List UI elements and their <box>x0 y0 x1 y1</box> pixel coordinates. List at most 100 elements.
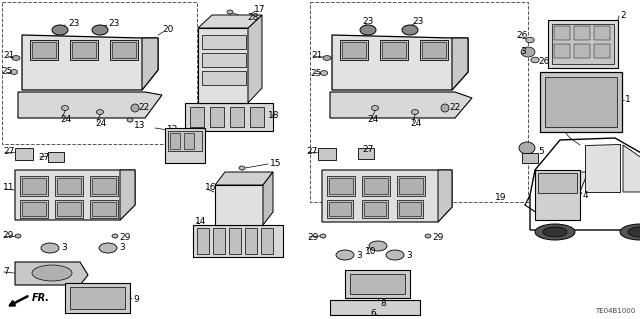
Text: 23: 23 <box>412 18 424 26</box>
Bar <box>170 133 180 149</box>
Text: 11: 11 <box>3 183 15 192</box>
Polygon shape <box>330 92 472 118</box>
Bar <box>32 42 56 58</box>
Bar <box>112 42 136 58</box>
Polygon shape <box>438 170 452 222</box>
Bar <box>185 103 273 131</box>
Bar <box>310 2 528 202</box>
Bar <box>70 287 125 309</box>
Bar <box>329 202 351 216</box>
Bar <box>422 42 446 58</box>
Bar <box>397 200 423 218</box>
Bar <box>15 148 33 160</box>
Text: 17: 17 <box>254 5 266 14</box>
Bar <box>540 72 622 132</box>
Bar <box>48 152 64 162</box>
Ellipse shape <box>425 234 431 238</box>
Bar <box>545 77 617 127</box>
Bar <box>72 42 96 58</box>
Bar <box>230 107 244 127</box>
Text: 3: 3 <box>356 250 362 259</box>
Bar <box>229 228 241 254</box>
Ellipse shape <box>97 110 104 115</box>
Bar <box>2 2 197 144</box>
Ellipse shape <box>412 110 419 115</box>
Polygon shape <box>15 170 135 220</box>
Text: 24: 24 <box>367 115 378 124</box>
Text: 21: 21 <box>3 50 14 60</box>
Text: 1: 1 <box>625 95 631 105</box>
Text: 26: 26 <box>538 57 549 66</box>
Text: 25: 25 <box>310 69 321 78</box>
Bar <box>92 202 116 216</box>
Bar <box>420 40 448 60</box>
Bar <box>364 202 386 216</box>
Ellipse shape <box>628 227 640 237</box>
Polygon shape <box>215 172 273 185</box>
Polygon shape <box>198 15 262 28</box>
Bar <box>55 176 83 196</box>
Bar <box>397 176 425 196</box>
Text: 21: 21 <box>311 50 323 60</box>
Bar <box>340 40 368 60</box>
Bar <box>55 200 83 218</box>
Text: 24: 24 <box>410 120 421 129</box>
Text: 22: 22 <box>449 103 460 113</box>
Bar <box>57 202 81 216</box>
Text: 3: 3 <box>119 243 125 253</box>
Text: 5: 5 <box>538 146 544 155</box>
Bar <box>193 225 283 257</box>
Text: 16: 16 <box>205 183 216 192</box>
Text: 8: 8 <box>380 300 386 308</box>
Ellipse shape <box>386 250 404 260</box>
Text: 27: 27 <box>306 146 317 155</box>
Polygon shape <box>15 262 88 285</box>
Text: 14: 14 <box>195 218 206 226</box>
Bar <box>345 270 410 298</box>
Bar <box>202 53 246 67</box>
Text: 23: 23 <box>108 19 120 28</box>
Ellipse shape <box>131 104 139 112</box>
Bar <box>522 153 538 163</box>
Bar <box>198 28 248 103</box>
Ellipse shape <box>227 10 233 14</box>
Text: 25: 25 <box>1 68 12 77</box>
Ellipse shape <box>323 56 331 60</box>
Bar <box>261 228 273 254</box>
Bar <box>165 128 205 163</box>
Bar <box>327 176 355 196</box>
Bar <box>202 35 246 49</box>
Bar <box>22 178 46 194</box>
Text: 22: 22 <box>138 103 149 113</box>
Ellipse shape <box>92 25 108 35</box>
Bar <box>215 185 263 225</box>
Text: 29: 29 <box>2 232 13 241</box>
Bar <box>197 228 209 254</box>
Bar <box>90 176 118 196</box>
Bar <box>92 178 116 194</box>
Bar <box>350 274 405 294</box>
Bar <box>538 173 577 193</box>
Text: 15: 15 <box>270 159 282 167</box>
Bar <box>330 300 420 315</box>
Ellipse shape <box>369 241 387 251</box>
Bar <box>210 107 224 127</box>
Bar <box>20 200 48 218</box>
Bar <box>213 228 225 254</box>
Text: 7: 7 <box>3 268 9 277</box>
Bar <box>399 202 421 216</box>
Polygon shape <box>623 145 640 192</box>
Polygon shape <box>18 92 162 118</box>
Ellipse shape <box>371 106 379 110</box>
Ellipse shape <box>99 243 117 253</box>
Bar <box>364 178 388 194</box>
Text: 27: 27 <box>362 145 373 153</box>
Bar <box>110 40 138 60</box>
Bar <box>250 107 264 127</box>
Polygon shape <box>585 144 620 192</box>
Text: 29: 29 <box>119 233 131 241</box>
Text: 23: 23 <box>362 18 373 26</box>
Ellipse shape <box>543 227 567 237</box>
Bar <box>168 131 202 151</box>
Bar <box>30 40 58 60</box>
